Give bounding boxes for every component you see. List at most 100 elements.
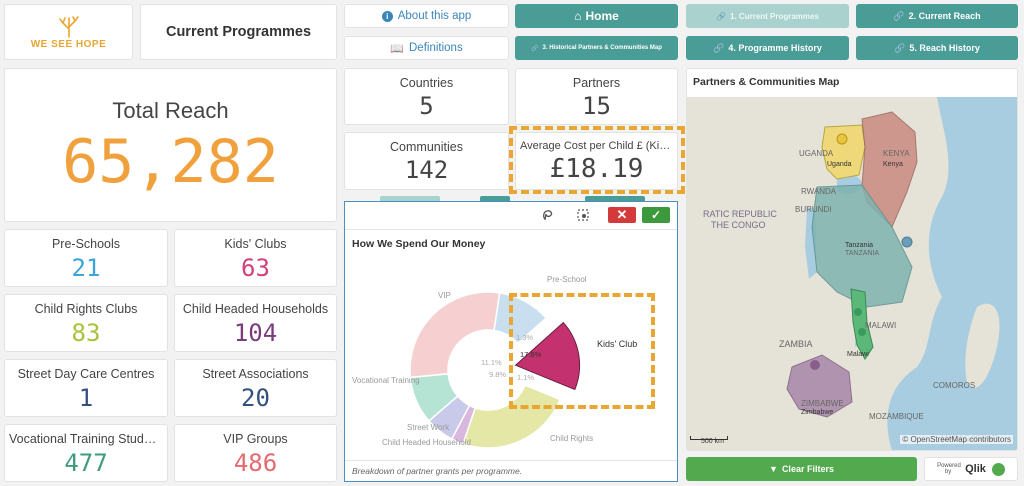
cancel-selection-button[interactable]: ✕ [608, 207, 636, 223]
select-region-icon[interactable] [573, 207, 593, 223]
nav-reach-history[interactable]: 🔗 5. Reach History [856, 36, 1018, 60]
map-place-label: ZAMBIA [779, 339, 813, 349]
qlik-badge[interactable]: Powered by Qlik [924, 457, 1018, 481]
map-place-label: Kenya [883, 161, 903, 168]
partners-label: Partners [572, 75, 621, 90]
kpi-card[interactable]: Vocational Training Students 477 [4, 424, 168, 482]
kpi-card[interactable]: Kids' Clubs 63 [174, 229, 337, 287]
map-place-label: Tanzania [845, 242, 874, 249]
countries-card[interactable]: Countries 5 [344, 68, 509, 125]
kpi-label: Kids' Clubs [224, 236, 287, 251]
map-title: Partners & Communities Map [693, 76, 840, 88]
map-marker-tanzania[interactable] [901, 236, 913, 248]
map-place-label: RATIC REPUBLIC [703, 209, 777, 219]
kpi-value: 104 [233, 318, 278, 347]
nav-current-programmes-label: 1. Current Programmes [730, 11, 819, 21]
kpi-card[interactable]: Street Associations 20 [174, 359, 337, 417]
kpi-label: VIP Groups [223, 431, 288, 446]
map-attribution[interactable]: © OpenStreetMap contributors [900, 435, 1013, 444]
home-button[interactable]: ⌂ Home [515, 4, 678, 28]
kpi-value: 20 [241, 383, 270, 412]
avg-cost-card[interactable]: Average Cost per Child £ (Kids' Club) £1… [515, 132, 678, 190]
pie-slice-label: VIP [438, 291, 451, 300]
kpi-label: Street Associations [202, 366, 309, 381]
pie-slice-label: Pre-School [547, 275, 587, 284]
kpi-value: 1 [78, 383, 94, 412]
map-place-label: Zimbabwe [801, 409, 834, 416]
definitions-label: Definitions [409, 42, 463, 54]
nav-historical-map[interactable]: 🔗 3. Historical Partners & Communities M… [515, 36, 678, 60]
pie-slice[interactable] [409, 291, 501, 379]
kpi-card[interactable]: VIP Groups 486 [174, 424, 337, 482]
definitions-link[interactable]: 📖 Definitions [344, 36, 509, 60]
communities-value: 142 [404, 156, 449, 184]
pie-data-label: 17.8% [520, 350, 542, 359]
map-place-label: THE CONGO [711, 220, 766, 230]
about-link[interactable]: i About this app [344, 4, 509, 28]
info-icon: i [381, 10, 393, 22]
link-icon: 🔗 [531, 45, 539, 52]
total-reach-value: 65,282 [62, 127, 279, 197]
partial-button-left [380, 196, 440, 202]
link-icon: 🔗 [894, 42, 906, 53]
avg-cost-label: Average Cost per Child £ (Kids' Club) [520, 140, 677, 152]
kpi-value: 486 [233, 448, 278, 477]
qlik-logo-icon [991, 462, 1005, 476]
map-marker-uganda[interactable] [836, 133, 848, 145]
qlik-brand: Qlik [965, 463, 986, 475]
map-place-label: UGANDA [799, 149, 834, 158]
kpi-card[interactable]: Street Day Care Centres 1 [4, 359, 168, 417]
kpi-card[interactable]: Pre-Schools 21 [4, 229, 168, 287]
map-region-kenya[interactable] [861, 111, 918, 228]
pie-data-label: 9.8% [489, 370, 506, 379]
pie-slice-label: Kids' Club [597, 339, 637, 349]
total-reach-card[interactable]: Total Reach 65,282 [4, 68, 337, 222]
lasso-icon[interactable] [538, 207, 558, 223]
kpi-label: Pre-Schools [51, 236, 121, 251]
kpi-card[interactable]: Child Rights Clubs 83 [4, 294, 168, 352]
communities-card[interactable]: Communities 142 [344, 132, 509, 190]
map-marker-zimbabwe[interactable] [810, 360, 820, 370]
filter-icon: ▼ [769, 464, 778, 474]
nav-current-reach[interactable]: 🔗 2. Current Reach [856, 4, 1018, 28]
kpi-value: 63 [241, 253, 270, 282]
map-marker-malawi-2[interactable] [858, 328, 866, 336]
pie-slice-label: Street Work [407, 423, 450, 432]
kpi-card[interactable]: Child Headed Households 104 [174, 294, 337, 352]
map-region-malawi[interactable] [850, 288, 874, 360]
map-marker-malawi-1[interactable] [854, 308, 862, 316]
pie-slice[interactable] [514, 321, 581, 391]
chart-footer: Breakdown of partner grants per programm… [345, 460, 677, 481]
partners-value: 15 [582, 91, 611, 120]
partners-map[interactable] [687, 97, 1017, 451]
tree-logo-icon [58, 15, 79, 38]
map-region-tanzania[interactable] [811, 184, 913, 308]
map-place-label: TANZANIA [845, 250, 880, 257]
close-icon: ✕ [616, 207, 628, 222]
book-icon: 📖 [390, 42, 404, 55]
pie-chart[interactable]: Pre-School Kids' Club Child Rights Child He… [350, 252, 670, 472]
map-scale-bar [690, 436, 728, 440]
map-region-zimbabwe[interactable] [786, 354, 853, 418]
link-icon: 🔗 [713, 42, 725, 53]
page-title: Current Programmes [165, 24, 312, 40]
clear-filters-button[interactable]: ▼ Clear Filters [686, 457, 917, 481]
nav-programme-history[interactable]: 🔗 4. Programme History [686, 36, 849, 60]
map-place-label: KENYA [883, 149, 910, 158]
nav-reach-history-label: 5. Reach History [909, 43, 980, 53]
pie-slice[interactable] [462, 384, 562, 449]
map-place-label: Uganda [827, 161, 852, 168]
logo-text: WE SEE HOPE [30, 38, 107, 50]
kpi-label: Street Day Care Centres [17, 366, 155, 381]
map-region-uganda[interactable] [821, 124, 866, 180]
chart-title: How We Spend Our Money [352, 238, 486, 250]
kpi-label: Child Rights Clubs [34, 301, 138, 316]
partners-card[interactable]: Partners 15 [515, 68, 678, 125]
pie-slice-label: Vocational Training [352, 376, 420, 385]
home-label: Home [585, 9, 619, 23]
map-card: Partners & Communities Map UGANDA Uganda K… [686, 68, 1018, 451]
nav-current-programmes[interactable]: 🔗 1. Current Programmes [686, 4, 849, 28]
map-place-label: Malawi [847, 351, 869, 358]
confirm-selection-button[interactable]: ✓ [642, 207, 670, 223]
check-icon: ✓ [650, 208, 662, 222]
